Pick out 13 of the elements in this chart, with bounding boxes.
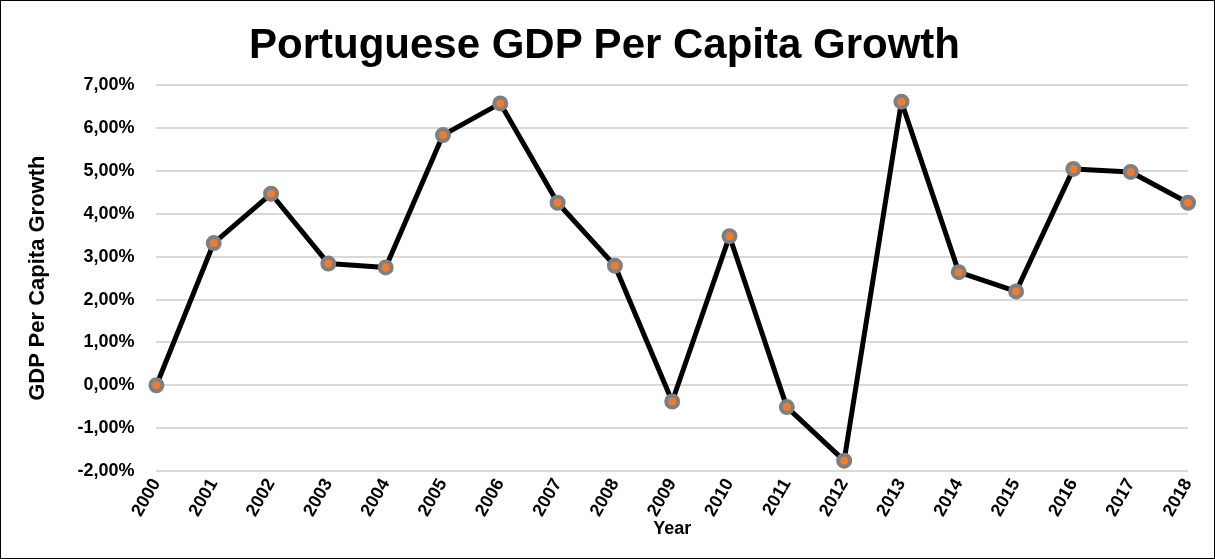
y-tick-label: 2,00% [83, 288, 135, 309]
chart-title: Portuguese GDP Per Capita Growth [248, 19, 961, 67]
y-axis-title: GDP Per Capita Growth [24, 155, 50, 401]
y-tick-label: 0,00% [83, 374, 135, 395]
y-tick-label: 6,00% [83, 117, 135, 138]
y-tick-label: -1,00% [77, 417, 135, 438]
y-tick-label: 7,00% [83, 74, 135, 95]
y-tick-label: 4,00% [83, 202, 135, 223]
y-tick-label: 3,00% [83, 245, 135, 266]
y-tick-label: 1,00% [83, 331, 135, 352]
y-tick-label: 5,00% [83, 160, 135, 181]
x-axis-title: Year [653, 518, 692, 539]
y-tick-label: -2,00% [77, 459, 135, 480]
